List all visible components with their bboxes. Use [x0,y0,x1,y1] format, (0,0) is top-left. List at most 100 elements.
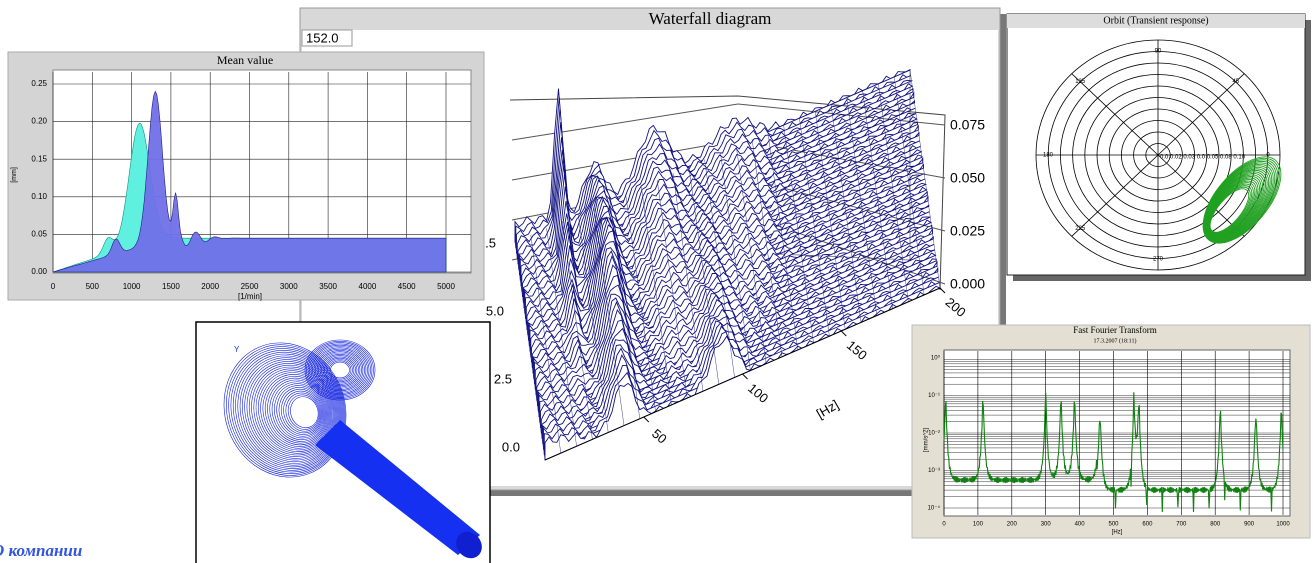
disk-ring [280,388,323,435]
time-tick-label: 0.0 [502,439,520,454]
disk-ring [276,385,325,439]
orbit-spoke [1071,154,1159,237]
x-tick-label: 2500 [241,282,259,291]
disk-ring [309,343,371,397]
disk-ring [327,359,353,381]
time-tick-label: 2.5 [494,371,512,386]
x-tick-label: 400 [1075,522,1086,528]
floor-line [767,131,798,350]
disk-ring [290,396,319,429]
floor-line [657,180,688,399]
y-tick-label: 0.25 [31,79,47,88]
disk-ring [226,344,346,476]
angle-label: 180 [1043,153,1054,159]
y-tick-label: 0.20 [31,117,47,126]
angle-label: 225 [1075,226,1086,232]
fft-x-label: [Hz] [1112,530,1123,536]
y-tick-label: 0.00 [31,267,47,276]
orbit-title: Orbit (Transient response) [1103,15,1208,26]
disk-ring [267,377,329,446]
disk-ring [271,381,327,442]
disk-ring [262,374,331,449]
x-tick-label: 800 [1210,522,1221,528]
waterfall-title: Waterfall diagram [649,9,772,28]
fft-subtitle: 17.3.2007 (18:11) [1094,337,1137,344]
disk-ring [330,361,350,379]
fft-chart: 0 100 200 300 400 500 600 700 800 900 1000 10⁰ 10⁻¹ 1… [928,351,1290,528]
z-tick-label: 0.050 [950,170,985,186]
waterfall-3d: 0.0000.0250.0500.0750.02.55.07.550100150… [478,68,985,461]
disk-ring [235,351,342,469]
x-tick-label: 5000 [437,282,455,291]
x-tick-label: 2000 [201,282,219,291]
freq-tick [742,373,748,380]
x-tick-label: 3500 [319,282,337,291]
y-tick-label: 10⁻⁴ [928,505,941,512]
x-tick-label: 900 [1244,522,1255,528]
disk-ring [325,357,355,383]
disk-ring [328,360,352,380]
x-tick-label: 1000 [1276,522,1290,528]
disk-ring [260,372,331,451]
floor-line [736,145,767,364]
y-tick-label: 10⁻¹ [928,393,940,399]
mean-title: Mean value [217,53,273,67]
top-value-box [301,29,353,47]
disk-ring [313,347,367,393]
disk-ring [285,392,321,432]
floor-line [593,207,625,426]
floor-line [578,214,609,433]
disk-ring [324,356,356,384]
disk-ring [315,348,365,392]
angle-label: 0 [1266,153,1270,159]
orbit-trace [1209,188,1250,233]
freq-tick [840,330,847,337]
disk-ring [278,387,324,437]
floor-line [704,159,735,378]
y-tick-label: 10⁻³ [928,468,940,474]
disk-ring [283,390,322,434]
disk-ring [287,394,320,430]
x-tick-label: 300 [1041,522,1052,528]
angle-label: 45 [1232,79,1239,85]
orbit-spoke [1157,73,1245,156]
disk-ring [230,348,344,473]
mean-area [52,90,447,273]
footer-link[interactable]: О компании [0,541,82,560]
orbit-title-bar [1007,14,1305,28]
x-tick-label: 0 [51,282,56,291]
x-tick-label: 3000 [280,282,298,291]
shaft-model [223,339,482,559]
disk-ring [306,340,374,399]
freq-tick [939,287,946,294]
disk-ring [304,339,376,401]
disk-ring [244,359,338,463]
floor-line [625,193,656,412]
x-tick-label: 4000 [359,282,377,291]
floor-line [641,186,672,405]
floor-line [546,228,577,447]
disk-ring [312,346,368,394]
disk-ring [307,342,373,398]
x-tick-label: 100 [973,522,984,528]
disk-ring [274,383,326,440]
disk-ring [258,370,332,452]
floor-line [530,235,561,454]
z-tick-label: 0.075 [950,117,985,133]
y-tick-label: 0.10 [31,192,47,201]
disk-ring [321,353,359,386]
orbit-spoke [1157,154,1245,237]
x-tick-label: 1000 [123,282,141,291]
disk-ring [319,352,361,388]
floor-line [878,83,909,302]
floor-line [846,97,877,316]
floor-line [562,221,593,440]
disk-ring [318,351,362,389]
disk-ring [239,355,340,466]
rod [315,420,480,555]
disk-ring [255,368,333,454]
back-grid [511,103,739,141]
x-tick-label: 0 [942,522,946,528]
radial-labels: 0.0 0.02 0.03 0.0 0.05 0.08 0.10 [1160,155,1246,161]
floor-line [799,118,830,337]
